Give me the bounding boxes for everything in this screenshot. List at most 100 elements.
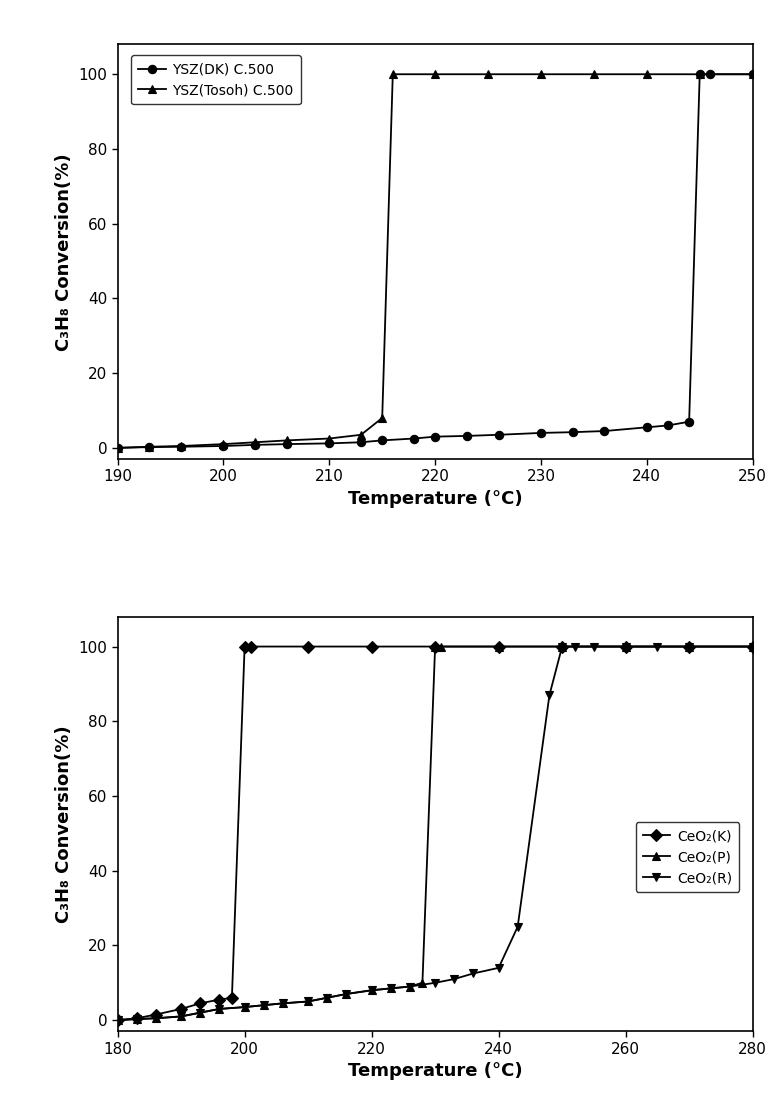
CeO₂(K) — [176, 1003, 186, 1016]
CeO₂(K) — [748, 640, 757, 653]
CeO₂(K) — [195, 997, 205, 1010]
CeO₂(K) — [430, 640, 440, 653]
YSZ(Tosoh) C.500 — [251, 436, 260, 449]
YSZ(DK) C.500 — [494, 428, 503, 441]
CeO₂(R) — [176, 1010, 186, 1024]
CeO₂(K) — [367, 640, 376, 653]
CeO₂(R) — [513, 920, 522, 934]
CeO₂(P) — [437, 640, 446, 653]
YSZ(DK) C.500 — [706, 68, 715, 81]
CeO₂(P) — [195, 1006, 205, 1019]
CeO₂(P) — [494, 640, 503, 653]
YSZ(DK) C.500 — [536, 426, 546, 439]
CeO₂(R) — [240, 1000, 249, 1014]
CeO₂(P) — [278, 997, 288, 1010]
CeO₂(K) — [132, 1011, 141, 1025]
CeO₂(P) — [215, 1003, 224, 1016]
YSZ(Tosoh) C.500 — [484, 68, 493, 81]
CeO₂(K) — [227, 991, 237, 1005]
Line: CeO₂(P): CeO₂(P) — [114, 642, 757, 1025]
CeO₂(R) — [386, 981, 395, 995]
YSZ(Tosoh) C.500 — [356, 428, 365, 441]
CeO₂(R) — [557, 640, 567, 653]
YSZ(DK) C.500 — [568, 426, 578, 439]
CeO₂(P) — [405, 980, 415, 994]
CeO₂(P) — [303, 995, 313, 1008]
Line: YSZ(Tosoh) C.500: YSZ(Tosoh) C.500 — [114, 70, 757, 452]
YSZ(Tosoh) C.500 — [695, 68, 704, 81]
CeO₂(K) — [246, 640, 256, 653]
CeO₂(K) — [113, 1014, 122, 1027]
Line: YSZ(DK) C.500: YSZ(DK) C.500 — [114, 70, 757, 452]
YSZ(Tosoh) C.500 — [536, 68, 546, 81]
CeO₂(K) — [240, 640, 249, 653]
CeO₂(R) — [195, 1006, 205, 1019]
CeO₂(R) — [449, 973, 459, 986]
CeO₂(R) — [113, 1014, 122, 1027]
YSZ(DK) C.500 — [600, 425, 609, 438]
CeO₂(R) — [215, 1003, 224, 1016]
CeO₂(P) — [684, 640, 694, 653]
YSZ(DK) C.500 — [684, 415, 694, 428]
CeO₂(R) — [405, 980, 415, 994]
CeO₂(P) — [367, 984, 376, 997]
CeO₂(P) — [240, 1000, 249, 1014]
YSZ(DK) C.500 — [113, 441, 122, 455]
CeO₂(K) — [557, 640, 567, 653]
CeO₂(R) — [545, 689, 554, 702]
CeO₂(R) — [652, 640, 662, 653]
CeO₂(R) — [684, 640, 694, 653]
CeO₂(P) — [113, 1014, 122, 1027]
CeO₂(P) — [151, 1011, 161, 1025]
YSZ(Tosoh) C.500 — [325, 431, 334, 445]
YSZ(DK) C.500 — [325, 437, 334, 450]
CeO₂(P) — [621, 640, 630, 653]
YSZ(DK) C.500 — [463, 429, 472, 442]
YSZ(DK) C.500 — [282, 437, 292, 450]
CeO₂(R) — [469, 967, 478, 980]
CeO₂(P) — [386, 981, 395, 995]
YSZ(DK) C.500 — [356, 436, 365, 449]
YSZ(DK) C.500 — [695, 68, 704, 81]
CeO₂(P) — [342, 987, 351, 1000]
CeO₂(K) — [151, 1008, 161, 1021]
YSZ(DK) C.500 — [748, 68, 757, 81]
YSZ(DK) C.500 — [219, 439, 228, 452]
Y-axis label: C₃H₈ Conversion(%): C₃H₈ Conversion(%) — [55, 725, 73, 923]
CeO₂(K) — [303, 640, 313, 653]
CeO₂(K) — [684, 640, 694, 653]
CeO₂(P) — [418, 976, 427, 989]
YSZ(Tosoh) C.500 — [589, 68, 598, 81]
CeO₂(R) — [151, 1011, 161, 1025]
X-axis label: Temperature (°C): Temperature (°C) — [348, 1062, 522, 1080]
YSZ(Tosoh) C.500 — [430, 68, 440, 81]
CeO₂(R) — [132, 1013, 141, 1026]
CeO₂(K) — [494, 640, 503, 653]
YSZ(Tosoh) C.500 — [176, 439, 186, 452]
Y-axis label: C₃H₈ Conversion(%): C₃H₈ Conversion(%) — [55, 153, 73, 350]
YSZ(DK) C.500 — [378, 434, 387, 447]
YSZ(Tosoh) C.500 — [282, 434, 292, 447]
YSZ(Tosoh) C.500 — [145, 440, 154, 454]
CeO₂(R) — [259, 998, 268, 1011]
CeO₂(P) — [132, 1013, 141, 1026]
YSZ(DK) C.500 — [145, 440, 154, 454]
YSZ(DK) C.500 — [176, 440, 186, 454]
Line: CeO₂(R): CeO₂(R) — [114, 642, 757, 1025]
YSZ(DK) C.500 — [430, 430, 440, 444]
CeO₂(P) — [176, 1010, 186, 1024]
YSZ(DK) C.500 — [663, 419, 673, 433]
CeO₂(K) — [215, 993, 224, 1006]
CeO₂(P) — [748, 640, 757, 653]
YSZ(DK) C.500 — [251, 438, 260, 451]
YSZ(Tosoh) C.500 — [113, 441, 122, 455]
CeO₂(R) — [589, 640, 598, 653]
YSZ(Tosoh) C.500 — [748, 68, 757, 81]
YSZ(Tosoh) C.500 — [388, 68, 397, 81]
CeO₂(K) — [621, 640, 630, 653]
Line: CeO₂(K): CeO₂(K) — [114, 642, 757, 1025]
X-axis label: Temperature (°C): Temperature (°C) — [348, 490, 522, 508]
CeO₂(P) — [259, 998, 268, 1011]
YSZ(Tosoh) C.500 — [642, 68, 652, 81]
Legend: YSZ(DK) C.500, YSZ(Tosoh) C.500: YSZ(DK) C.500, YSZ(Tosoh) C.500 — [131, 55, 301, 104]
